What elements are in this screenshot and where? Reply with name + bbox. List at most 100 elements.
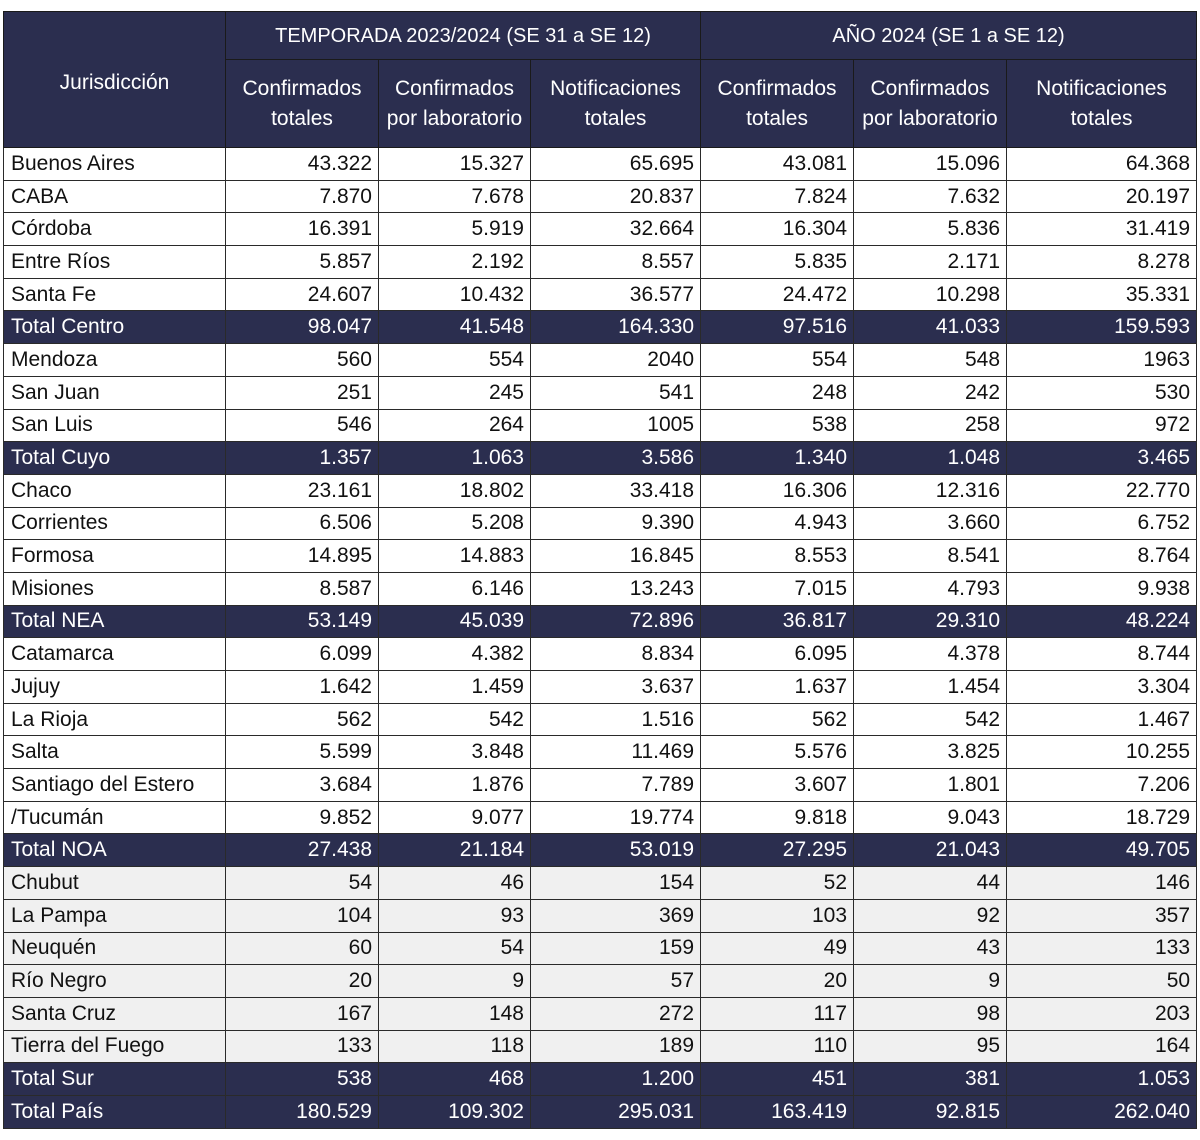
jurisdiccion-cell: Neuquén (3, 931, 226, 966)
value-cell: 154 (529, 866, 702, 900)
value-cell: 3.637 (529, 670, 702, 704)
jurisdiccion-cell: Total NEA (3, 604, 226, 639)
value-cell: 16.845 (529, 539, 702, 573)
value-cell: 560 (225, 343, 379, 377)
value-cell: 27.438 (225, 833, 379, 868)
header-col-notificaciones-1: Notificaciones totales (529, 59, 702, 148)
value-cell: 5.576 (700, 735, 855, 770)
jurisdiccion-cell: CABA (3, 179, 226, 214)
value-cell: 53.149 (225, 604, 379, 639)
value-cell: 109.302 (378, 1094, 531, 1129)
jurisdiccion-cell: /Tucumán (3, 800, 226, 835)
table-total-row: Total Centro 98.047 41.548 164.330 97.516 41.… (3, 310, 1198, 345)
value-cell: 11.469 (529, 735, 702, 770)
value-cell: 133 (225, 1029, 379, 1064)
table-row: La Pampa 104 93 369 103 92 357 (3, 898, 1198, 933)
value-cell: 9.043 (853, 800, 1008, 835)
value-cell: 6.095 (700, 637, 855, 671)
value-cell: 21.043 (853, 833, 1008, 868)
table-row: San Juan 251 245 541 248 242 530 (3, 375, 1198, 410)
value-cell: 159 (529, 931, 702, 966)
value-cell: 369 (529, 898, 702, 933)
value-cell: 8.557 (529, 245, 702, 279)
table-row: Formosa 14.895 14.883 16.845 8.553 8.541 8.764 (3, 539, 1198, 573)
jurisdiccion-cell: Santa Cruz (3, 996, 226, 1031)
table-row: La Rioja 562 542 1.516 562 542 1.467 (3, 702, 1198, 737)
value-cell: 118 (378, 1029, 531, 1064)
value-cell: 93 (378, 898, 531, 933)
value-cell: 451 (700, 1062, 855, 1096)
value-cell: 16.391 (225, 212, 379, 247)
table-row: Río Negro 20 9 57 20 9 50 (3, 964, 1198, 998)
value-cell: 133 (1006, 931, 1198, 966)
table-row: Córdoba 16.391 5.919 32.664 16.304 5.836 31.41… (3, 212, 1198, 247)
value-cell: 1.516 (529, 702, 702, 737)
value-cell: 95 (853, 1029, 1008, 1064)
table-row: Tierra del Fuego 133 118 189 110 95 164 (3, 1029, 1198, 1064)
value-cell: 3.684 (225, 768, 379, 802)
table-row: Chubut 54 46 154 52 44 146 (3, 866, 1198, 900)
value-cell: 1.063 (378, 441, 531, 475)
table-row: /Tucumán 9.852 9.077 19.774 9.818 9.043 18.729 (3, 800, 1198, 835)
value-cell: 20.837 (529, 179, 702, 214)
value-cell: 9.852 (225, 800, 379, 835)
value-cell: 159.593 (1006, 310, 1198, 345)
table-row: San Luis 546 264 1005 538 258 972 (3, 408, 1198, 443)
value-cell: 3.607 (700, 768, 855, 802)
value-cell: 6.752 (1006, 506, 1198, 541)
value-cell: 7.632 (853, 179, 1008, 214)
value-cell: 64.368 (1006, 147, 1198, 181)
value-cell: 29.310 (853, 604, 1008, 639)
value-cell: 530 (1006, 375, 1198, 410)
value-cell: 3.825 (853, 735, 1008, 770)
value-cell: 381 (853, 1062, 1008, 1096)
value-cell: 31.419 (1006, 212, 1198, 247)
jurisdiccion-cell: Chaco (3, 473, 226, 508)
value-cell: 7.789 (529, 768, 702, 802)
value-cell: 8.541 (853, 539, 1008, 573)
value-cell: 1.053 (1006, 1062, 1198, 1096)
value-cell: 24.607 (225, 277, 379, 312)
table-total-row: Total Cuyo 1.357 1.063 3.586 1.340 1.048 3.465 (3, 441, 1198, 475)
value-cell: 148 (378, 996, 531, 1031)
value-cell: 1005 (529, 408, 702, 443)
table-row: Neuquén 60 54 159 49 43 133 (3, 931, 1198, 966)
value-cell: 189 (529, 1029, 702, 1064)
header-col-confirmados-laboratorio-2: Confirmados por laboratorio (853, 59, 1008, 148)
table-row: CABA 7.870 7.678 20.837 7.824 7.632 20.197 (3, 179, 1198, 214)
value-cell: 54 (225, 866, 379, 900)
value-cell: 9.390 (529, 506, 702, 541)
value-cell: 103 (700, 898, 855, 933)
jurisdiccion-cell: Total Sur (3, 1062, 226, 1096)
value-cell: 18.802 (378, 473, 531, 508)
value-cell: 36.817 (700, 604, 855, 639)
value-cell: 92 (853, 898, 1008, 933)
value-cell: 32.664 (529, 212, 702, 247)
value-cell: 562 (225, 702, 379, 737)
value-cell: 7.015 (700, 571, 855, 606)
value-cell: 9.077 (378, 800, 531, 835)
value-cell: 57 (529, 964, 702, 998)
value-cell: 49.705 (1006, 833, 1198, 868)
value-cell: 542 (853, 702, 1008, 737)
value-cell: 43.081 (700, 147, 855, 181)
header-group-anio: AÑO 2024 (SE 1 a SE 12) (700, 11, 1198, 60)
value-cell: 43.322 (225, 147, 379, 181)
table-body: Buenos Aires 43.322 15.327 65.695 43.081 15.0… (3, 147, 1198, 1129)
table-total-row: Total NOA 27.438 21.184 53.019 27.295 21.043 4… (3, 833, 1198, 868)
value-cell: 554 (700, 343, 855, 377)
value-cell: 33.418 (529, 473, 702, 508)
value-cell: 203 (1006, 996, 1198, 1031)
jurisdiccion-cell: Santa Fe (3, 277, 226, 312)
header-col-confirmados-totales-1: Confirmados totales (225, 59, 379, 148)
jurisdiccion-cell: Entre Ríos (3, 245, 226, 279)
table-row: Chaco 23.161 18.802 33.418 16.306 12.316 22.77… (3, 473, 1198, 508)
value-cell: 2040 (529, 343, 702, 377)
value-cell: 1.357 (225, 441, 379, 475)
value-cell: 10.255 (1006, 735, 1198, 770)
value-cell: 44 (853, 866, 1008, 900)
value-cell: 264 (378, 408, 531, 443)
value-cell: 5.835 (700, 245, 855, 279)
value-cell: 3.586 (529, 441, 702, 475)
value-cell: 251 (225, 375, 379, 410)
